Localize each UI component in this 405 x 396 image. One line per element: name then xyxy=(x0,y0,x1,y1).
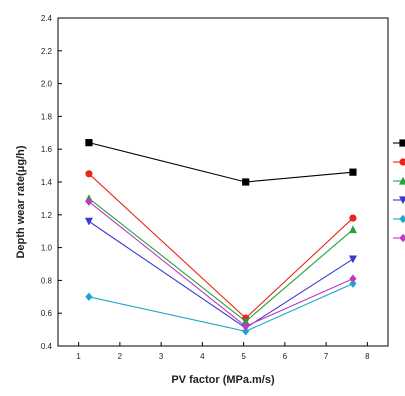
data-point xyxy=(241,317,250,325)
series-line xyxy=(88,220,354,329)
data-point xyxy=(349,168,357,176)
data-point xyxy=(399,196,405,205)
y-tick-label: 0.4 xyxy=(41,342,53,351)
legend-entry xyxy=(393,214,405,224)
x-tick-label: 1 xyxy=(76,352,81,361)
y-tick-label: 2.4 xyxy=(41,14,53,23)
legend-entry xyxy=(393,196,405,205)
legend-entry xyxy=(393,139,405,147)
data-point xyxy=(349,279,357,288)
y-tick-label: 0.6 xyxy=(41,309,53,318)
x-tick-label: 2 xyxy=(118,352,123,361)
x-axis-title: PV factor (MPa.m/s) xyxy=(171,374,275,386)
y-axis-title: Depth wear rate(μg/h) xyxy=(15,145,27,258)
data-point xyxy=(348,255,357,264)
x-tick-label: 8 xyxy=(365,352,370,361)
series-5 xyxy=(85,279,357,336)
data-point xyxy=(349,274,357,283)
y-tick-label: 2.0 xyxy=(41,80,53,89)
y-axis-ticks: 0.4 0.6 0.8 1.0 1.2 1.4 1.6 1.8 2.0 2.2 2.4 xyxy=(41,14,62,351)
data-point xyxy=(85,292,93,301)
y-tick-label: 1.4 xyxy=(41,178,53,187)
data-point xyxy=(242,327,250,336)
y-tick-label: 0.8 xyxy=(41,276,53,285)
legend-entry xyxy=(393,176,405,185)
y-tick-label: 2.2 xyxy=(41,47,53,56)
x-tick-label: 7 xyxy=(324,352,329,361)
data-point xyxy=(242,178,250,186)
x-tick-label: 4 xyxy=(200,352,205,361)
data-point xyxy=(84,217,93,226)
y-tick-label: 1.2 xyxy=(41,211,53,220)
series-line xyxy=(88,197,354,323)
data-point xyxy=(399,233,405,243)
series-line xyxy=(88,283,354,332)
series-4 xyxy=(84,217,357,333)
data-point xyxy=(85,197,93,206)
data-point xyxy=(242,322,250,331)
series-1 xyxy=(85,139,357,186)
x-tick-label: 3 xyxy=(159,352,164,361)
x-axis-ticks: 1 2 3 4 5 6 7 8 xyxy=(76,342,370,361)
series-line xyxy=(88,142,353,183)
data-point xyxy=(399,214,405,224)
x-tick-label: 6 xyxy=(283,352,288,361)
x-tick-label: 5 xyxy=(241,352,246,361)
data-point xyxy=(399,139,405,147)
legend-entry xyxy=(393,233,405,243)
data-point xyxy=(348,225,357,234)
data-point xyxy=(85,139,93,147)
legend xyxy=(393,139,405,243)
data-point xyxy=(85,170,93,178)
series-6 xyxy=(85,197,357,331)
data-point xyxy=(399,176,405,185)
series-layer xyxy=(84,139,357,336)
y-tick-label: 1.8 xyxy=(41,112,53,121)
y-tick-label: 1.0 xyxy=(41,244,53,253)
data-point xyxy=(399,158,405,166)
legend-entry xyxy=(393,158,405,166)
y-tick-label: 1.6 xyxy=(41,145,53,154)
data-point xyxy=(349,214,357,222)
